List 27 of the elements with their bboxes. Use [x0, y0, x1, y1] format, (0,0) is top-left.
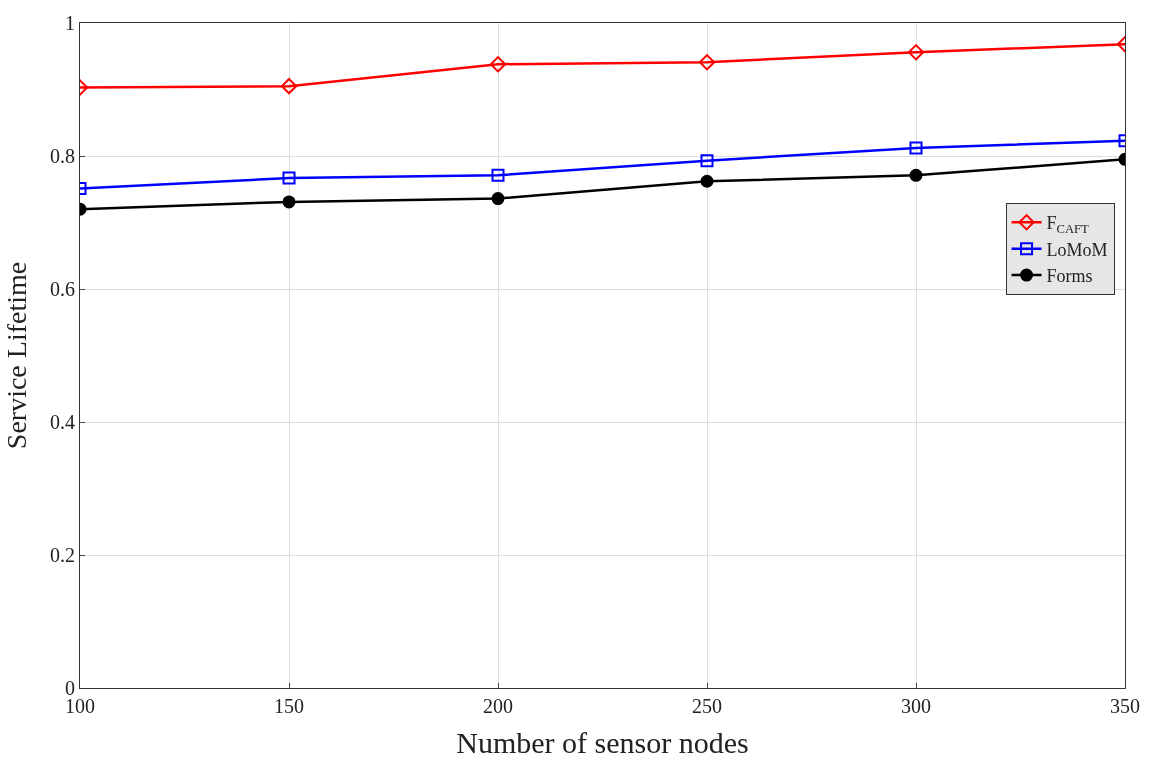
legend-label: LoMoM	[1046, 239, 1108, 260]
legend-label: F$_{CAFT}$	[1046, 213, 1090, 237]
y-axis-title: Service Lifetime	[0, 261, 32, 450]
x-tick-label: 350	[1110, 695, 1140, 717]
y-tick-label: 0.8	[50, 145, 75, 167]
point	[700, 174, 714, 188]
point	[907, 44, 925, 61]
y-tick-label: 0.4	[50, 411, 75, 433]
point	[909, 141, 923, 155]
x-tick-label: 300	[901, 695, 931, 717]
point	[282, 171, 296, 185]
point	[698, 54, 716, 71]
y-tick-label: 0.2	[50, 544, 75, 566]
x-tick-label: 250	[692, 695, 722, 717]
x-axis-title: Number of sensor nodes	[456, 725, 749, 759]
x-tick-label: 200	[483, 695, 513, 717]
x-tick-label: 150	[274, 695, 304, 717]
y-tick-label: 1	[65, 12, 75, 34]
point	[282, 195, 296, 209]
y-tick-label: 0.6	[50, 278, 75, 300]
point	[491, 192, 505, 206]
point	[491, 168, 505, 182]
point	[909, 168, 923, 182]
point	[489, 56, 507, 73]
point	[280, 78, 298, 95]
point	[700, 154, 714, 168]
legend-label: Forms	[1046, 266, 1093, 287]
